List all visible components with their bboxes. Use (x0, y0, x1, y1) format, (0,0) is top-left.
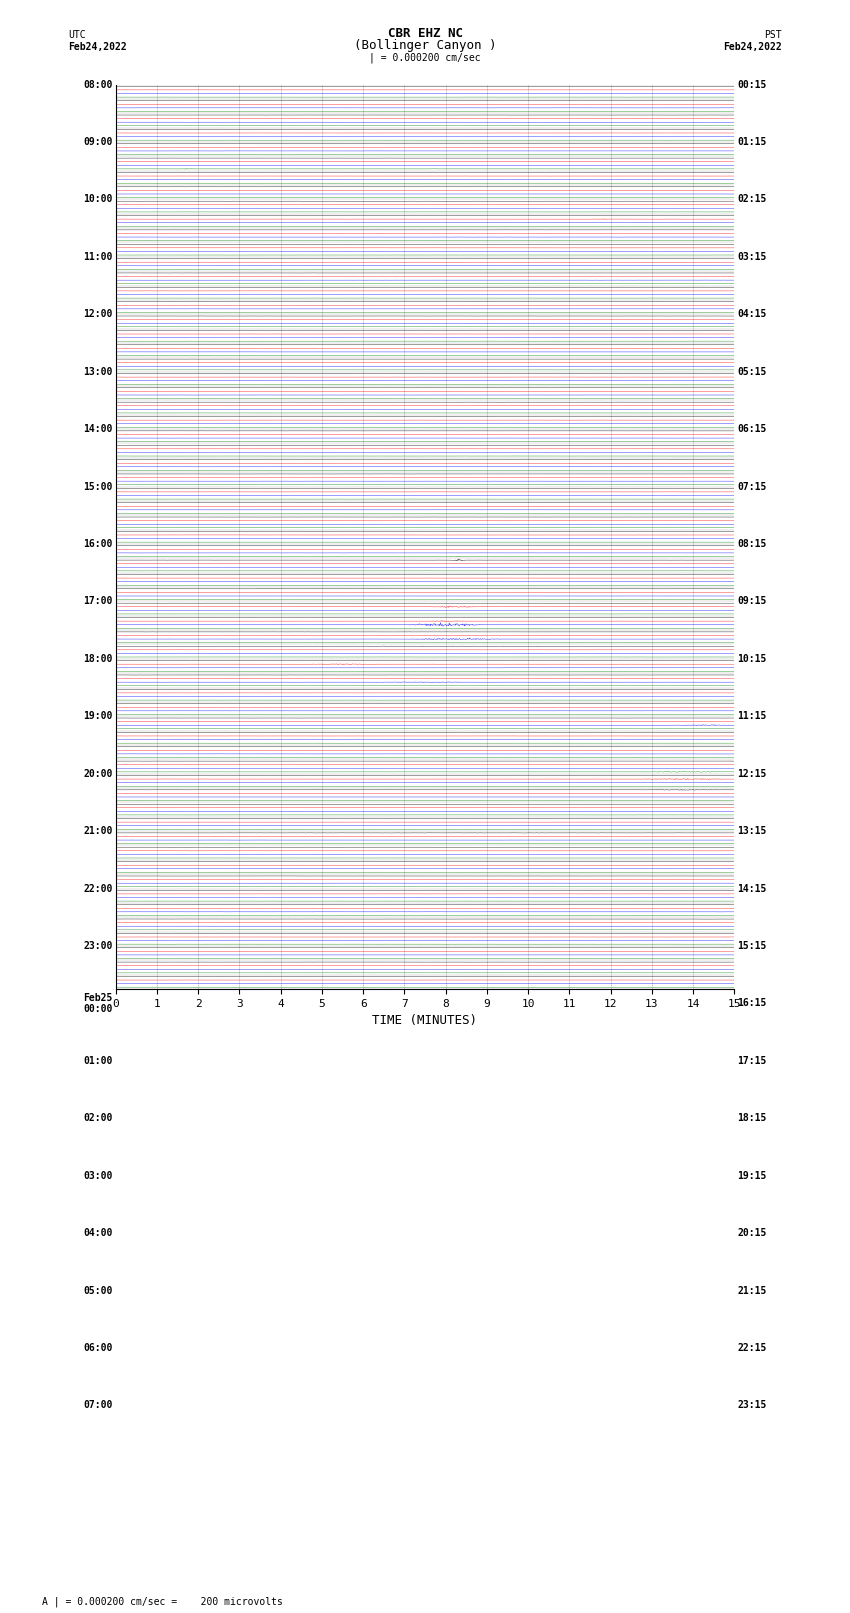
Text: Feb25
00:00: Feb25 00:00 (83, 992, 112, 1015)
Text: 08:15: 08:15 (738, 539, 767, 548)
Text: 22:15: 22:15 (738, 1344, 767, 1353)
Text: 18:15: 18:15 (738, 1113, 767, 1123)
Text: 00:15: 00:15 (738, 79, 767, 89)
Text: Feb24,2022: Feb24,2022 (723, 42, 782, 52)
Text: 16:15: 16:15 (738, 998, 767, 1008)
Text: (Bollinger Canyon ): (Bollinger Canyon ) (354, 39, 496, 52)
Text: 05:00: 05:00 (83, 1286, 112, 1295)
Text: 03:15: 03:15 (738, 252, 767, 261)
Text: 08:00: 08:00 (83, 79, 112, 89)
Text: 04:15: 04:15 (738, 310, 767, 319)
Text: 14:15: 14:15 (738, 884, 767, 894)
Text: 09:00: 09:00 (83, 137, 112, 147)
Text: 06:15: 06:15 (738, 424, 767, 434)
Text: 07:15: 07:15 (738, 482, 767, 492)
Text: 17:15: 17:15 (738, 1057, 767, 1066)
Text: 10:00: 10:00 (83, 195, 112, 205)
Text: Feb24,2022: Feb24,2022 (68, 42, 127, 52)
Text: 14:00: 14:00 (83, 424, 112, 434)
Text: A | = 0.000200 cm/sec =    200 microvolts: A | = 0.000200 cm/sec = 200 microvolts (42, 1595, 283, 1607)
Text: 07:00: 07:00 (83, 1400, 112, 1410)
Text: | = 0.000200 cm/sec: | = 0.000200 cm/sec (369, 52, 481, 63)
Text: 20:15: 20:15 (738, 1227, 767, 1239)
Text: 05:15: 05:15 (738, 366, 767, 377)
Text: 13:15: 13:15 (738, 826, 767, 836)
Text: PST: PST (764, 31, 782, 40)
Text: 04:00: 04:00 (83, 1227, 112, 1239)
Text: 15:00: 15:00 (83, 482, 112, 492)
Text: 18:00: 18:00 (83, 653, 112, 665)
Text: 21:15: 21:15 (738, 1286, 767, 1295)
Text: 19:00: 19:00 (83, 711, 112, 721)
Text: 03:00: 03:00 (83, 1171, 112, 1181)
Text: 23:15: 23:15 (738, 1400, 767, 1410)
Text: 11:15: 11:15 (738, 711, 767, 721)
Text: 22:00: 22:00 (83, 884, 112, 894)
Text: 21:00: 21:00 (83, 826, 112, 836)
Text: 13:00: 13:00 (83, 366, 112, 377)
Text: 23:00: 23:00 (83, 940, 112, 952)
Text: 01:00: 01:00 (83, 1057, 112, 1066)
Text: 01:15: 01:15 (738, 137, 767, 147)
Text: 02:00: 02:00 (83, 1113, 112, 1123)
Text: 10:15: 10:15 (738, 653, 767, 665)
Text: 15:15: 15:15 (738, 940, 767, 952)
Text: 12:00: 12:00 (83, 310, 112, 319)
Text: 20:00: 20:00 (83, 769, 112, 779)
Text: CBR EHZ NC: CBR EHZ NC (388, 27, 462, 40)
Text: 06:00: 06:00 (83, 1344, 112, 1353)
X-axis label: TIME (MINUTES): TIME (MINUTES) (372, 1015, 478, 1027)
Text: 02:15: 02:15 (738, 195, 767, 205)
Text: 16:00: 16:00 (83, 539, 112, 548)
Text: 17:00: 17:00 (83, 597, 112, 606)
Text: UTC: UTC (68, 31, 86, 40)
Text: 19:15: 19:15 (738, 1171, 767, 1181)
Text: 12:15: 12:15 (738, 769, 767, 779)
Text: 11:00: 11:00 (83, 252, 112, 261)
Text: 09:15: 09:15 (738, 597, 767, 606)
